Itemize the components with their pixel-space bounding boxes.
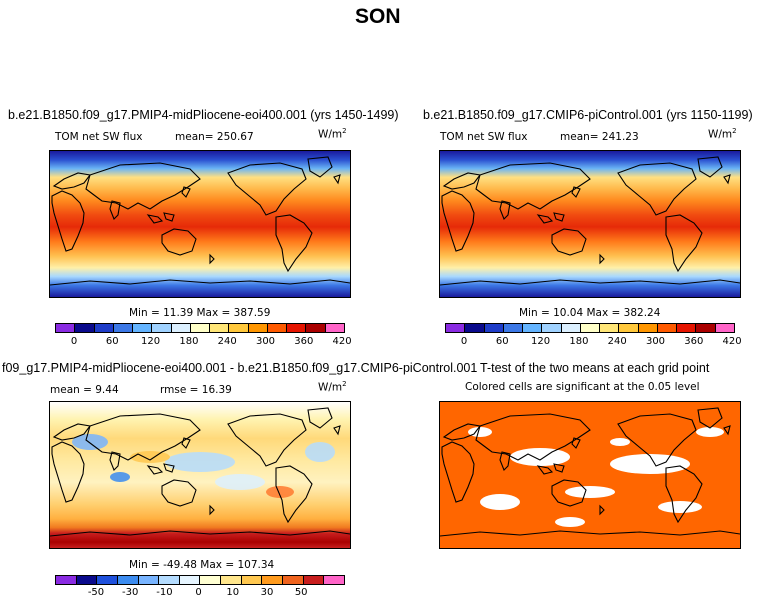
colorbar-swatch — [561, 324, 581, 332]
colorbar-tick-label: 300 — [255, 336, 276, 347]
panel2-minmax: Min = 10.04 Max = 382.24 — [519, 307, 661, 319]
colorbar-swatch — [303, 576, 325, 584]
colorbar-swatch — [657, 324, 678, 332]
colorbar-swatch — [267, 324, 288, 332]
colorbar-swatch — [677, 324, 697, 332]
panel1-title: b.e21.B1850.f09_g17.PMIP4-midPliocene-eo… — [8, 108, 399, 122]
colorbar-swatch — [325, 324, 344, 332]
colorbar-swatch — [94, 324, 114, 332]
colorbar-tick-label: 60 — [105, 336, 119, 347]
panel3-units: W/m2 — [318, 380, 347, 394]
colorbar-swatch — [113, 324, 134, 332]
colorbar-swatch — [171, 324, 191, 332]
colorbar-swatch — [600, 324, 620, 332]
colorbar-swatch — [283, 576, 304, 584]
panel3-rmse: rmse = 16.39 — [160, 384, 232, 396]
colorbar-tick-label: 0 — [460, 336, 468, 347]
colorbar-swatch — [179, 576, 201, 584]
colorbar-swatch — [97, 576, 118, 584]
colorbar-swatch — [619, 324, 639, 332]
colorbar-swatch — [159, 576, 180, 584]
panel2-colorbar — [445, 323, 735, 333]
colorbar-tick-label: 240 — [607, 336, 627, 347]
colorbar-swatch — [117, 576, 139, 584]
colorbar-tick-label: 420 — [332, 336, 352, 347]
colorbar-swatch — [638, 324, 658, 332]
colorbar-swatch — [715, 324, 734, 332]
colorbar-swatch — [241, 576, 263, 584]
colorbar-tick-label: 0 — [70, 336, 78, 347]
colorbar-tick-label: 420 — [722, 336, 742, 347]
colorbar-tick-label: 360 — [294, 336, 314, 347]
colorbar-tick-label: 240 — [217, 336, 237, 347]
colorbar-swatch — [446, 324, 466, 332]
colorbar-tick-label: 30 — [260, 587, 274, 598]
colorbar-swatch — [210, 324, 230, 332]
colorbar-swatch — [580, 324, 601, 332]
colorbar-tick-label: 120 — [141, 336, 161, 347]
panel3-minmax: Min = -49.48 Max = 107.34 — [129, 559, 275, 571]
colorbar-swatch — [190, 324, 211, 332]
panel2-map — [439, 150, 741, 298]
colorbar-tick-label: 180 — [179, 336, 199, 347]
colorbar-swatch — [75, 324, 95, 332]
panel2-units: W/m2 — [708, 127, 737, 141]
panel1-map — [49, 150, 351, 298]
panel4-title: T-test of the two means at each grid poi… — [480, 361, 710, 375]
colorbar-swatch — [465, 324, 485, 332]
colorbar-swatch — [523, 324, 543, 332]
panel3-mean: mean = 9.44 — [50, 384, 119, 396]
panel3-map — [49, 401, 351, 549]
panel3-colorbar — [55, 575, 345, 585]
panel4-map — [439, 401, 741, 549]
colorbar-swatch — [56, 576, 77, 584]
colorbar-tick-label: 120 — [531, 336, 551, 347]
colorbar-tick-label: 10 — [226, 587, 240, 598]
panel2-mean: mean= 241.23 — [560, 131, 639, 143]
colorbar-tick-label: 0 — [195, 587, 202, 598]
colorbar-swatch — [76, 576, 98, 584]
panel3-title: f09_g17.PMIP4-midPliocene-eoi400.001 - b… — [2, 361, 478, 375]
colorbar-swatch — [542, 324, 562, 332]
page-title: SON — [355, 5, 401, 28]
panel1-field-name: TOM net SW flux — [55, 131, 143, 143]
colorbar-swatch — [200, 576, 222, 584]
colorbar-swatch — [229, 324, 249, 332]
colorbar-swatch — [138, 576, 160, 584]
colorbar-swatch — [56, 324, 76, 332]
colorbar-swatch — [248, 324, 268, 332]
panel1-mean: mean= 250.67 — [175, 131, 254, 143]
panel1-minmax: Min = 11.39 Max = 387.59 — [129, 307, 271, 319]
colorbar-swatch — [262, 576, 284, 584]
colorbar-tick-label: 300 — [645, 336, 666, 347]
colorbar-tick-label: 60 — [495, 336, 509, 347]
colorbar-tick-label: 50 — [294, 587, 308, 598]
colorbar-swatch — [133, 324, 153, 332]
panel1-units: W/m2 — [318, 127, 347, 141]
colorbar-tick-label: -10 — [156, 587, 173, 598]
panel2-field-name: TOM net SW flux — [440, 131, 528, 143]
colorbar-swatch — [221, 576, 242, 584]
colorbar-swatch — [503, 324, 524, 332]
colorbar-swatch — [484, 324, 504, 332]
colorbar-swatch — [324, 576, 344, 584]
colorbar-swatch — [287, 324, 307, 332]
panel1-colorbar — [55, 323, 345, 333]
colorbar-tick-label: -50 — [87, 587, 105, 598]
colorbar-tick-label: 180 — [569, 336, 589, 347]
colorbar-swatch — [306, 324, 326, 332]
panel2-title: b.e21.B1850.f09_g17.CMIP6-piControl.001 … — [423, 108, 753, 122]
colorbar-tick-label: 360 — [684, 336, 704, 347]
colorbar-swatch — [152, 324, 172, 332]
colorbar-swatch — [696, 324, 716, 332]
panel4-subtitle: Colored cells are significant at the 0.0… — [465, 381, 700, 393]
colorbar-tick-label: -30 — [122, 587, 139, 598]
